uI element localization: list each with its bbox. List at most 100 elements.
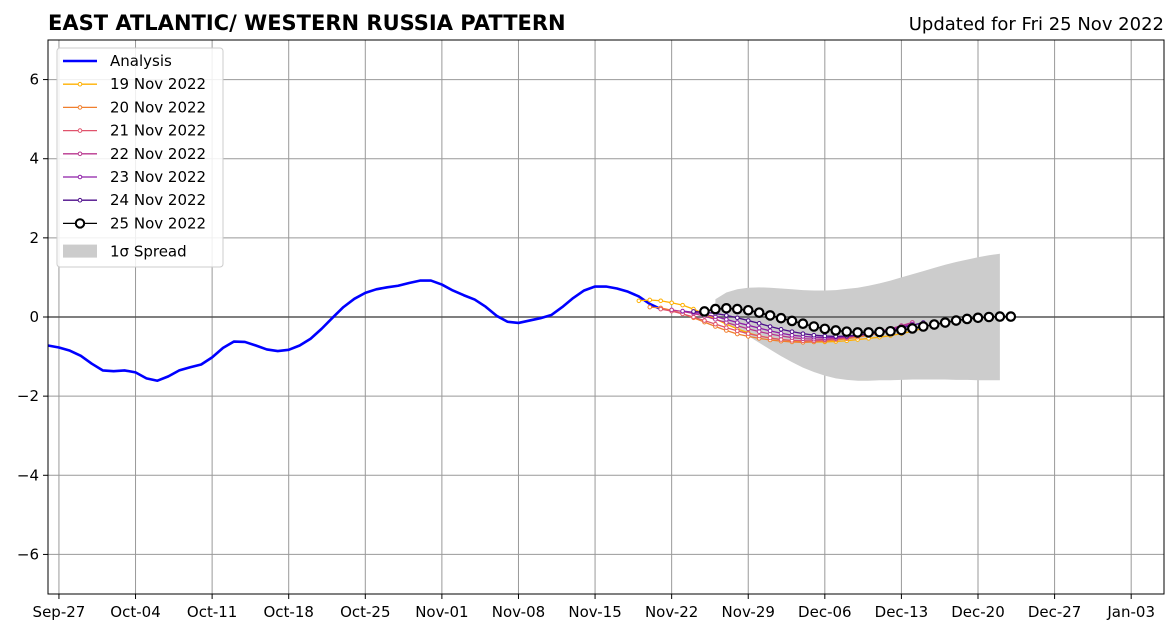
legend-label: 22 Nov 2022 bbox=[110, 145, 206, 163]
forecast-point bbox=[710, 303, 721, 315]
forecast-point bbox=[669, 307, 674, 313]
forecast-point bbox=[830, 325, 842, 336]
forecast-point bbox=[756, 321, 762, 326]
x-tick-label: Sep-27 bbox=[33, 603, 86, 621]
forecast-point bbox=[950, 315, 962, 326]
forecast-point bbox=[745, 326, 751, 332]
x-tick-label: Nov-08 bbox=[492, 603, 545, 621]
forecast-point bbox=[756, 329, 762, 334]
forecast-point bbox=[961, 313, 973, 325]
y-tick-label: −4 bbox=[17, 466, 39, 484]
forecast-point bbox=[721, 302, 732, 314]
forecast-point bbox=[767, 324, 773, 329]
legend-marker bbox=[77, 151, 83, 157]
forecast-point bbox=[691, 314, 696, 320]
forecast-point bbox=[811, 332, 817, 338]
legend-box bbox=[56, 47, 224, 268]
forecast-point bbox=[647, 304, 653, 310]
chart-title: EAST ATLANTIC/ WESTERN RUSSIA PATTERN bbox=[48, 11, 566, 35]
forecast-point bbox=[778, 326, 784, 332]
legend-swatch bbox=[63, 244, 97, 258]
y-tick-label: 6 bbox=[29, 71, 39, 89]
legend-label: 1σ Spread bbox=[110, 243, 187, 261]
legend-marker bbox=[77, 174, 83, 180]
forecast-point bbox=[852, 327, 863, 338]
legend-item: 1σ Spread bbox=[63, 243, 187, 261]
forecast-point bbox=[841, 326, 853, 337]
forecast-point bbox=[874, 326, 885, 338]
legend-label: 21 Nov 2022 bbox=[110, 122, 206, 140]
forecast-point bbox=[778, 337, 784, 342]
legend-marker bbox=[77, 81, 83, 87]
x-axis: Sep-27 Oct-04 Oct-11 Oct-18 Oct-25 Nov-01 Nov-… bbox=[33, 594, 1155, 621]
forecast-point bbox=[647, 297, 653, 303]
y-tick-label: 0 bbox=[29, 308, 39, 326]
forecast-point bbox=[731, 303, 743, 315]
forecast-point bbox=[863, 327, 874, 338]
legend-marker bbox=[77, 197, 83, 203]
forecast-point bbox=[885, 325, 896, 337]
x-tick-label: Oct-18 bbox=[263, 603, 313, 621]
forecast-point bbox=[658, 306, 664, 312]
x-tick-label: Jan-03 bbox=[1106, 603, 1155, 621]
forecast-point bbox=[907, 323, 918, 334]
forecast-point bbox=[822, 333, 828, 339]
forecast-point bbox=[669, 300, 674, 306]
forecast-point bbox=[734, 315, 740, 321]
forecast-point bbox=[800, 331, 806, 336]
x-tick-label: Dec-06 bbox=[798, 603, 852, 621]
forecast-point bbox=[699, 306, 710, 317]
analysis-series bbox=[47, 279, 662, 383]
forecast-point bbox=[745, 318, 751, 323]
forecast-point bbox=[734, 328, 740, 334]
y-axis: −6 −4 −2 0 2 4 6 bbox=[17, 71, 48, 563]
x-tick-label: Dec-27 bbox=[1028, 603, 1082, 621]
forecast-point bbox=[691, 309, 696, 314]
forecast-point bbox=[636, 298, 642, 304]
forecast-point bbox=[1005, 311, 1017, 322]
forecast-point bbox=[734, 320, 740, 325]
forecast-point bbox=[680, 302, 685, 308]
forecast-point bbox=[797, 318, 809, 330]
x-tick-label: Oct-11 bbox=[187, 603, 237, 621]
forecast-point bbox=[702, 318, 707, 323]
forecast-point bbox=[983, 311, 995, 323]
legend-item: 22 Nov 2022 bbox=[63, 145, 206, 163]
forecast-point bbox=[756, 325, 762, 331]
plot-frame bbox=[47, 39, 1165, 595]
y-tick-label: −2 bbox=[17, 387, 39, 405]
forecast-point bbox=[775, 312, 787, 324]
forecast-point bbox=[745, 331, 751, 336]
x-tick-label: Nov-22 bbox=[645, 603, 698, 621]
legend-item: Analysis bbox=[63, 52, 172, 70]
x-tick-label: Oct-25 bbox=[340, 603, 390, 621]
x-tick-label: Dec-20 bbox=[951, 603, 1005, 621]
forecast-point bbox=[745, 323, 751, 328]
forecast-point bbox=[778, 330, 784, 336]
forecast-point bbox=[724, 317, 729, 322]
forecast-point bbox=[767, 335, 773, 341]
forecast-point bbox=[819, 323, 831, 335]
forecast-point bbox=[786, 315, 798, 327]
forecast-point bbox=[896, 324, 907, 336]
analysis-line bbox=[47, 279, 662, 383]
x-tick-label: Nov-15 bbox=[568, 603, 621, 621]
x-tick-label: Dec-13 bbox=[875, 603, 929, 621]
x-tick-label: Nov-01 bbox=[415, 603, 468, 621]
legend-label: 24 Nov 2022 bbox=[110, 191, 206, 209]
legend: Analysis 19 Nov 2022 20 Nov 2022 21 Nov 202… bbox=[56, 47, 224, 268]
legend-item: 19 Nov 2022 bbox=[63, 75, 206, 93]
chart-subtitle: Updated for Fri 25 Nov 2022 bbox=[909, 14, 1164, 35]
y-tick-label: 4 bbox=[29, 150, 39, 168]
forecast-point bbox=[680, 308, 685, 314]
legend-item: 20 Nov 2022 bbox=[63, 98, 206, 116]
forecast-point bbox=[724, 313, 729, 318]
forecast-point bbox=[713, 321, 718, 327]
forecast-point bbox=[994, 311, 1006, 322]
forecast-point bbox=[939, 317, 951, 328]
forecast-point bbox=[742, 304, 754, 316]
legend-item: 25 Nov 2022 bbox=[63, 214, 206, 232]
legend-item: 21 Nov 2022 bbox=[63, 122, 206, 140]
forecast-point bbox=[928, 319, 940, 330]
